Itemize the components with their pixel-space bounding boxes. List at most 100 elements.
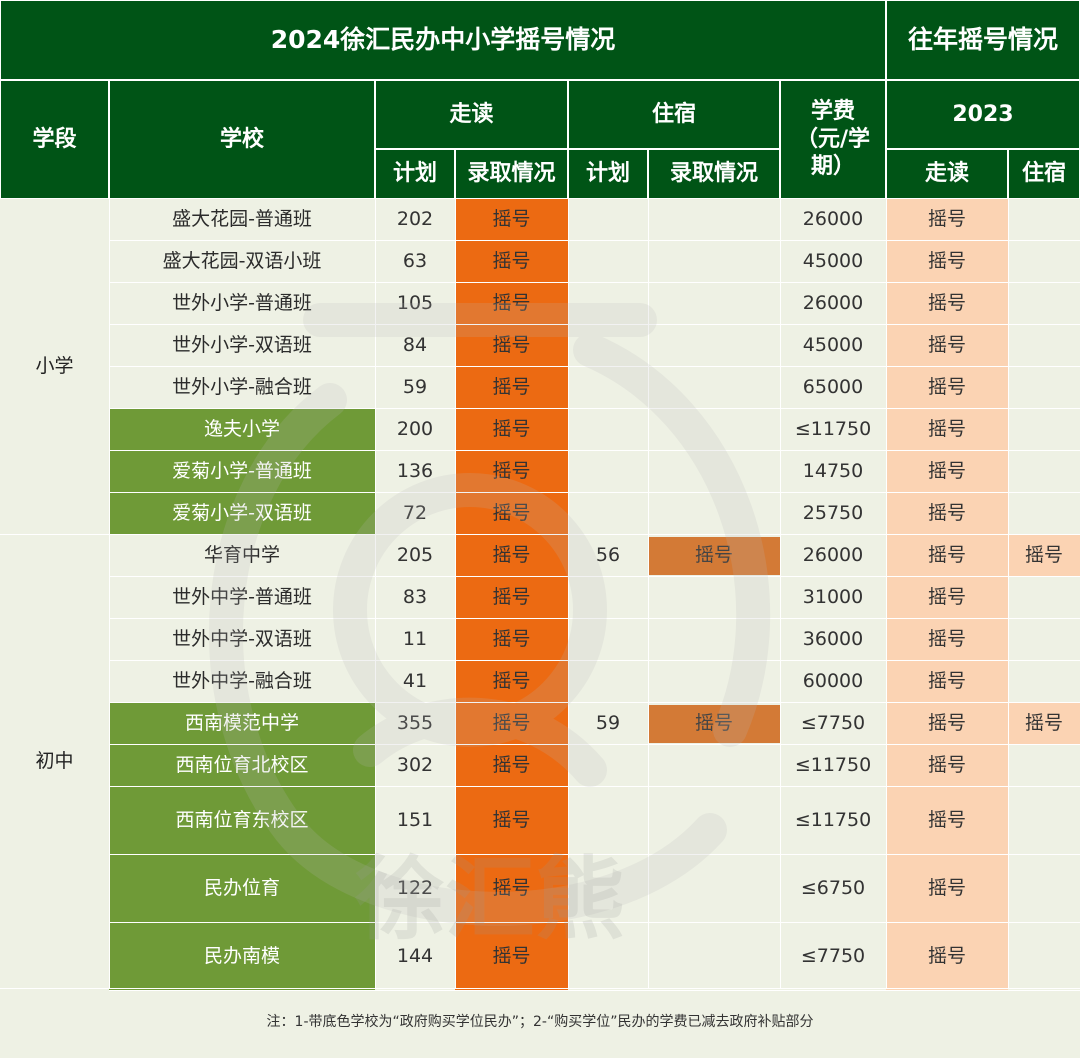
column-divider xyxy=(455,199,456,988)
row-divider xyxy=(109,618,1080,619)
previous-boarding-status xyxy=(1008,409,1080,451)
column-divider xyxy=(780,199,781,988)
walking-plan: 122 xyxy=(396,877,434,900)
row-divider xyxy=(109,854,1080,855)
previous-boarding-status xyxy=(1008,661,1080,703)
segment-middle: 初中 xyxy=(35,749,74,772)
school-name: 西南位育北校区 xyxy=(109,745,375,787)
fee-column-header: 学费（元/学期） xyxy=(780,80,886,199)
row-divider xyxy=(109,282,1080,283)
walking-status: 摇号 xyxy=(455,283,568,325)
row-divider xyxy=(109,576,1080,577)
boarding-plan xyxy=(568,855,648,923)
walking-plan: 84 xyxy=(402,334,428,357)
walking-status: 摇号 xyxy=(455,199,568,241)
previous-walking-status: 摇号 xyxy=(886,745,1008,787)
boarding-plan xyxy=(568,283,648,325)
previous-boarding-status xyxy=(1008,619,1080,661)
school-name: 爱菊小学-双语班 xyxy=(109,493,375,535)
boarding-status xyxy=(648,283,780,325)
tuition-fee: 36000 xyxy=(802,628,864,651)
row-divider xyxy=(109,744,1080,745)
school-name: 世外中学-融合班 xyxy=(172,670,312,693)
column-divider xyxy=(648,199,649,988)
previous-boarding-status xyxy=(1008,745,1080,787)
boarding-status xyxy=(648,619,780,661)
previous-boarding-status xyxy=(1008,241,1080,283)
column-divider xyxy=(886,199,887,988)
previous-walking-status: 摇号 xyxy=(886,619,1008,661)
walking-plan: 205 xyxy=(396,544,434,567)
walking-status: 摇号 xyxy=(455,619,568,661)
school-name: 民办南模 xyxy=(109,923,375,991)
tuition-fee: 45000 xyxy=(802,334,864,357)
walking-plan: 144 xyxy=(396,945,434,968)
boarding-status xyxy=(648,241,780,283)
walking-status: 摇号 xyxy=(455,855,568,923)
tuition-fee: 26000 xyxy=(802,292,864,315)
tuition-fee: ≤7750 xyxy=(800,945,866,968)
walking-status: 摇号 xyxy=(455,367,568,409)
walking-status: 摇号 xyxy=(455,241,568,283)
previous-boarding-status xyxy=(1008,923,1080,991)
boarding-plan xyxy=(568,409,648,451)
previous-boarding-status xyxy=(1008,367,1080,409)
walking-status: 摇号 xyxy=(455,409,568,451)
row-divider xyxy=(109,366,1080,367)
row-divider xyxy=(109,534,1080,535)
previous-boarding-status xyxy=(1008,855,1080,923)
boarding-plan xyxy=(568,451,648,493)
boarding-plan xyxy=(568,787,648,855)
boarding-status xyxy=(648,325,780,367)
previous-walking-status: 摇号 xyxy=(886,283,1008,325)
boarding-plan xyxy=(568,661,648,703)
previous-walking-status: 摇号 xyxy=(886,661,1008,703)
walking-plan: 302 xyxy=(396,754,434,777)
fee-column-header-text: 学费（元/学期） xyxy=(795,99,871,180)
school-name: 逸夫小学 xyxy=(109,409,375,451)
boarding-plan xyxy=(568,577,648,619)
school-name: 盛大花园-普通班 xyxy=(172,208,312,231)
column-divider xyxy=(375,199,376,988)
boarding-plan: 59 xyxy=(595,712,621,735)
school-name: 盛大花园-双语小班 xyxy=(162,250,322,273)
tuition-fee: ≤11750 xyxy=(794,809,872,832)
walking-status: 摇号 xyxy=(455,577,568,619)
previous-boarding-status xyxy=(1008,493,1080,535)
boarding-status xyxy=(648,409,780,451)
boarding-plan xyxy=(568,367,648,409)
school-name: 华育中学 xyxy=(203,544,280,567)
previous-years-title: 往年摇号情况 xyxy=(886,0,1080,80)
walking-plan: 151 xyxy=(396,809,434,832)
previous-boarding-status xyxy=(1008,451,1080,493)
previous-walking-status: 摇号 xyxy=(886,451,1008,493)
segment-primary: 小学 xyxy=(35,355,74,378)
previous-walking-status: 摇号 xyxy=(886,787,1008,855)
walking-status: 摇号 xyxy=(455,923,568,991)
segment-divider xyxy=(0,534,109,535)
boarding-status xyxy=(648,493,780,535)
row-divider xyxy=(109,450,1080,451)
tuition-fee: ≤11750 xyxy=(794,418,872,441)
boarding-status xyxy=(648,787,780,855)
previous-walking-status: 摇号 xyxy=(886,855,1008,923)
previous-boarding-status: 摇号 xyxy=(1008,703,1080,745)
school-name: 西南位育东校区 xyxy=(109,787,375,855)
boarding-plan xyxy=(568,325,648,367)
boarding-plan xyxy=(568,619,648,661)
previous-walking-status: 摇号 xyxy=(886,535,1008,577)
column-divider xyxy=(1008,199,1009,988)
column-divider xyxy=(109,199,110,988)
school-name: 爱菊小学-普通班 xyxy=(109,451,375,493)
tuition-fee: ≤11750 xyxy=(794,754,872,777)
walking-status-header: 录取情况 xyxy=(455,149,568,199)
boarding-status xyxy=(648,923,780,991)
school-name: 世外中学-普通班 xyxy=(172,586,312,609)
school-column-header: 学校 xyxy=(109,80,375,199)
boarding-status xyxy=(648,745,780,787)
walking-plan: 105 xyxy=(396,292,434,315)
walking-plan: 355 xyxy=(396,712,434,735)
previous-walking-status: 摇号 xyxy=(886,367,1008,409)
walking-plan: 200 xyxy=(396,418,434,441)
boarding-status: 摇号 xyxy=(648,705,780,743)
